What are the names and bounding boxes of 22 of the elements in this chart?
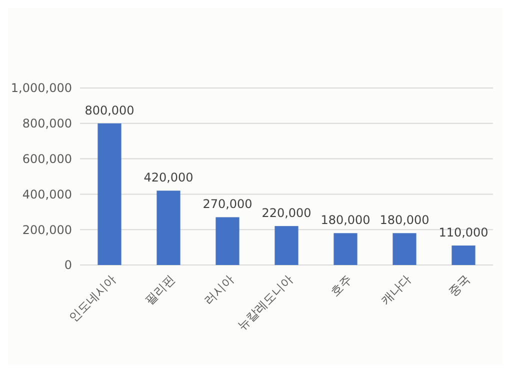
bar: [392, 233, 416, 265]
data-label: 800,000: [84, 103, 134, 118]
x-tick-label: 호주: [328, 272, 355, 300]
bar: [274, 226, 298, 265]
data-label: 180,000: [380, 213, 430, 228]
data-label: 270,000: [202, 197, 252, 212]
y-tick-label: 0: [64, 258, 72, 272]
y-tick-label: 1,000,000: [10, 81, 72, 96]
bar: [156, 190, 180, 265]
bar: [98, 123, 122, 265]
bar: [334, 233, 358, 265]
bar: [452, 246, 476, 265]
data-label: 180,000: [320, 213, 370, 228]
bar: [216, 217, 240, 265]
data-label: 220,000: [262, 206, 312, 220]
y-tick-label: 400,000: [22, 187, 72, 202]
x-tick-label: 중국: [446, 272, 473, 300]
y-tick-label: 600,000: [22, 152, 72, 166]
y-tick-label: 200,000: [22, 222, 72, 237]
data-label: 420,000: [144, 170, 194, 185]
data-label: 110,000: [438, 226, 488, 240]
y-tick-label: 800,000: [22, 116, 72, 131]
